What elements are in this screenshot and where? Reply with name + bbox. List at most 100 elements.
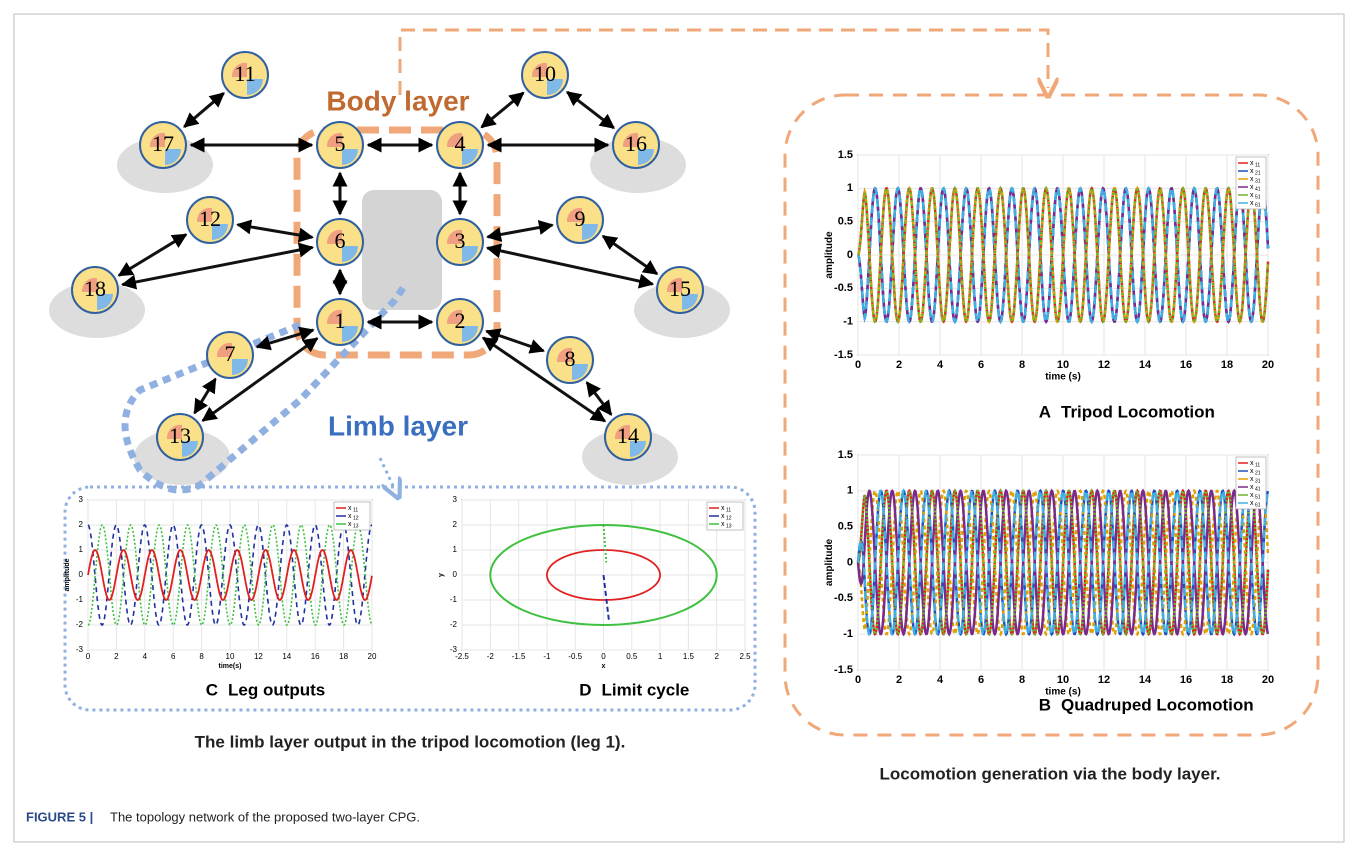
x-tick-label: 2 [114,652,119,661]
y-tick-label: 1.5 [838,449,853,461]
legend-label: x [1250,160,1254,167]
x-tick-label: 16 [311,652,320,661]
legend-label: 13 [353,523,359,529]
frame [14,14,1344,842]
node-label: 14 [617,423,639,448]
panel-title: Limit cycle [602,680,690,699]
limb-caption: The limb layer output in the tripod loco… [195,732,626,751]
node-label: 4 [455,131,466,156]
y-tick-label: 1 [79,545,84,554]
x-tick-label: 16 [1180,674,1192,686]
legend-label: 41 [1255,486,1261,492]
legend-label: x [1250,468,1254,475]
panel-letter: B [1039,695,1051,714]
x-tick-label: 16 [1180,359,1192,371]
legend-label: 21 [1255,170,1261,176]
x-tick-label: 0.5 [626,652,638,661]
figure: 123456789101112131415161718 Limb layer B… [0,0,1358,854]
x-tick-label: 1.5 [683,652,695,661]
panel: -2.5-2-1.5-1-0.500.511.522.5-3-2-10123xy… [438,495,751,699]
y-axis-label: amplitude [824,538,835,586]
y-tick-label: 0.5 [838,216,853,228]
y-tick-label: 0 [453,570,458,579]
node-label: 3 [455,228,466,253]
x-tick-label: 2 [896,674,902,686]
node-label: 8 [565,346,576,371]
panel-letter: A [1039,402,1051,421]
y-tick-label: -1.5 [834,349,853,361]
y-tick-label: 1 [847,182,853,194]
y-tick-label: 1 [453,545,458,554]
x-tick-label: 10 [226,652,235,661]
legend-label: 51 [1255,494,1261,500]
connector [380,458,395,490]
node-label: 15 [669,276,691,301]
x-tick-label: -1.5 [512,652,526,661]
x-axis-label: time (s) [1045,372,1081,383]
edge [122,247,312,284]
node-label: 2 [455,308,466,333]
x-tick-label: -2.5 [455,652,469,661]
x-tick-label: 14 [1139,359,1152,371]
legend-label: 12 [353,515,359,521]
node-label: 18 [84,276,106,301]
panel-title: Tripod Locomotion [1061,402,1215,421]
legend-label: x [1250,176,1254,183]
y-axis-label: amplitude [64,558,71,591]
legend-label: x [1250,476,1254,483]
x-tick-label: 12 [1098,674,1110,686]
node-label: 11 [234,61,255,86]
x-tick-label: 10 [1057,359,1069,371]
edge [567,92,614,128]
legend-label: 12 [726,515,732,521]
edge [184,93,223,127]
y-tick-label: -2 [76,620,84,629]
y-tick-label: -2 [450,620,458,629]
legend-label: x [1250,500,1254,507]
node-label: 12 [199,206,221,231]
legend-label: x [721,505,725,512]
x-tick-label: 8 [1019,674,1025,686]
y-tick-label: -1 [843,316,853,328]
x-tick-label: 6 [978,359,984,371]
legend-label: x [721,513,725,520]
body-layer-label: Body layer [326,85,469,116]
x-tick-label: 6 [978,674,984,686]
x-tick-label: 4 [937,674,944,686]
y-tick-label: -1 [843,628,853,640]
panel-title: Quadruped Locomotion [1061,695,1254,714]
edge [482,93,524,127]
edge [119,235,186,276]
x-tick-label: 12 [254,652,263,661]
y-tick-label: 1.5 [838,149,853,161]
x-tick-label: 4 [937,359,944,371]
legend-label: 11 [1255,162,1260,168]
x-tick-label: 4 [143,652,148,661]
x-tick-label: 14 [1139,674,1152,686]
y-tick-label: 3 [453,495,458,504]
y-tick-label: -1 [76,595,84,604]
x-tick-label: 0 [855,359,861,371]
edge [195,379,216,413]
body-caption: Locomotion generation via the body layer… [879,764,1220,783]
x-tick-label: 2 [714,652,719,661]
legend-label: x [1250,460,1254,467]
y-tick-label: 0 [847,556,853,568]
x-tick-label: 2 [896,359,902,371]
x-tick-label: 0 [601,652,606,661]
y-tick-label: 3 [79,495,84,504]
x-tick-label: 20 [368,652,377,661]
x-tick-label: 20 [1262,674,1274,686]
y-axis-label: y [438,573,445,577]
node-label: 7 [225,341,236,366]
node-label: 17 [152,131,174,156]
y-tick-label: -3 [450,645,458,654]
legend-label: x [348,521,352,528]
y-tick-label: -3 [76,645,84,654]
legend-label: 11 [1255,462,1260,468]
legend-label: x [1250,184,1254,191]
x-tick-label: 20 [1262,359,1274,371]
caption-text: The topology network of the proposed two… [110,809,420,824]
